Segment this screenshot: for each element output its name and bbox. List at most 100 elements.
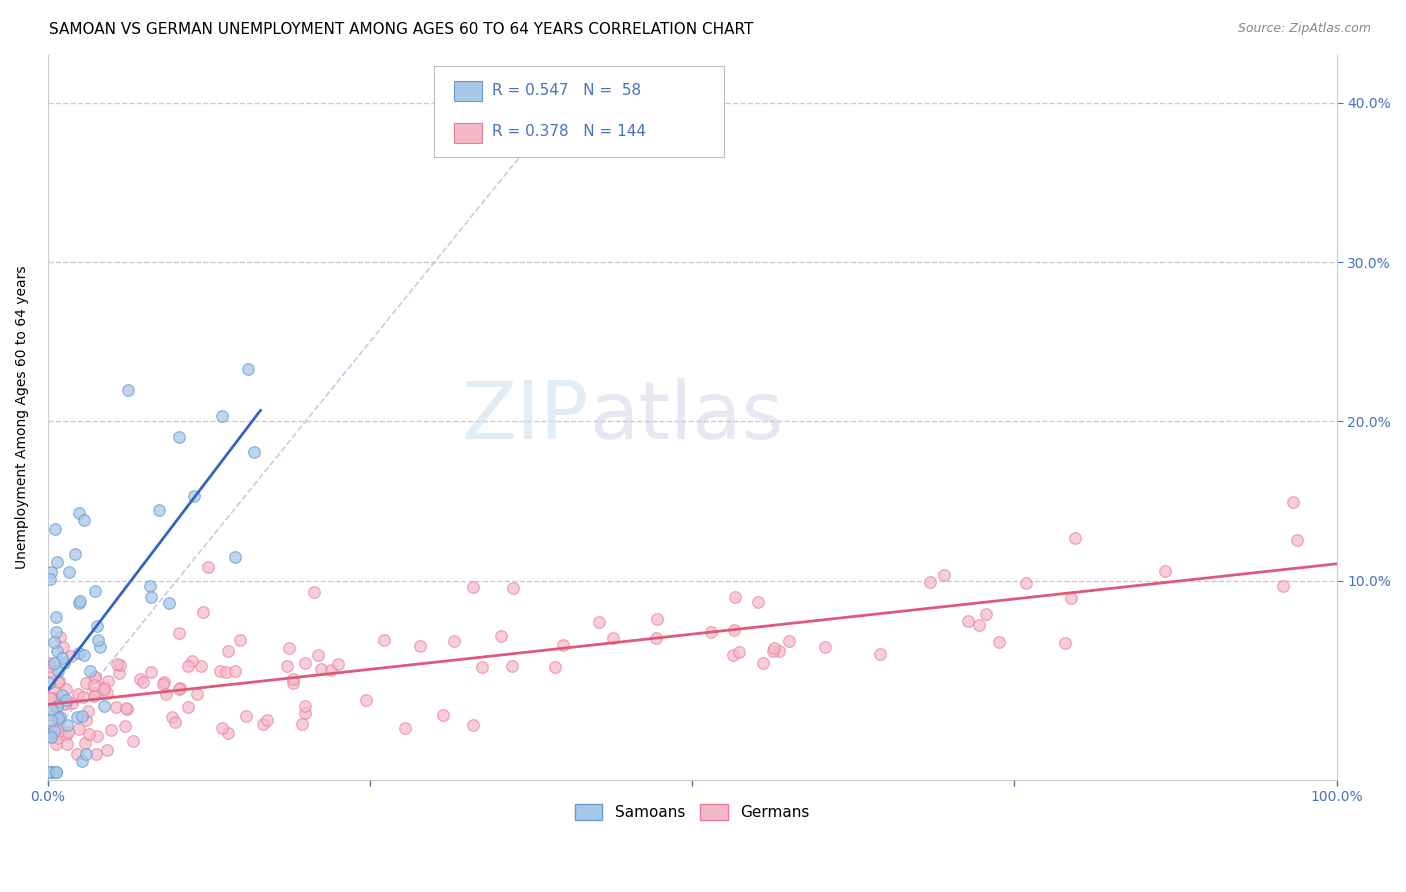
Point <box>49 630 72 644</box>
Point <box>167 681 190 696</box>
Point <box>44 685 66 699</box>
Point <box>326 657 349 672</box>
Point <box>41 764 63 779</box>
Point <box>46 731 69 746</box>
Point <box>471 660 494 674</box>
Point <box>159 596 181 610</box>
Point <box>45 699 67 714</box>
Point <box>1014 576 1036 591</box>
Point <box>122 733 145 747</box>
Point <box>373 633 395 648</box>
Point <box>38 764 60 779</box>
Point <box>752 656 775 670</box>
Point <box>155 687 177 701</box>
Point <box>44 722 66 736</box>
Point <box>46 664 69 678</box>
Point <box>183 489 205 503</box>
Point <box>46 555 69 569</box>
Point <box>56 718 79 732</box>
Point <box>217 644 239 658</box>
Point <box>588 615 610 630</box>
Point <box>77 727 100 741</box>
Point <box>39 714 62 728</box>
Text: ZIP: ZIP <box>461 378 589 457</box>
Point <box>243 445 266 459</box>
Point <box>153 674 176 689</box>
Point <box>93 698 115 713</box>
Point <box>976 607 998 622</box>
Point <box>69 594 91 608</box>
Point <box>83 583 105 598</box>
Point <box>768 644 790 658</box>
Point <box>281 676 304 690</box>
Text: SAMOAN VS GERMAN UNEMPLOYMENT AMONG AGES 60 TO 64 YEARS CORRELATION CHART: SAMOAN VS GERMAN UNEMPLOYMENT AMONG AGES… <box>49 22 754 37</box>
Point <box>394 721 416 735</box>
Point <box>224 550 246 565</box>
Point <box>46 694 69 708</box>
Point <box>461 718 484 732</box>
Point <box>723 623 745 637</box>
Point <box>55 696 77 710</box>
Point <box>97 674 120 689</box>
Point <box>197 560 219 574</box>
Point <box>45 644 67 658</box>
Point <box>252 716 274 731</box>
Point <box>45 624 67 639</box>
Point <box>38 676 60 690</box>
Point <box>177 699 200 714</box>
Point <box>63 547 86 561</box>
Point <box>83 678 105 692</box>
Point <box>53 656 76 670</box>
Point <box>38 656 60 670</box>
Point <box>75 747 97 761</box>
Point <box>45 610 67 624</box>
Point <box>108 665 131 680</box>
Point <box>48 723 70 738</box>
Point <box>211 409 233 423</box>
Point <box>181 654 204 668</box>
Point <box>408 640 430 654</box>
Point <box>45 701 67 715</box>
Point <box>42 724 65 739</box>
Point <box>45 737 67 751</box>
Point <box>96 686 118 700</box>
Point <box>42 634 65 648</box>
Point <box>73 648 96 662</box>
Point <box>48 673 70 688</box>
Point <box>132 675 155 690</box>
Point <box>83 686 105 700</box>
Point <box>104 699 127 714</box>
Point <box>72 690 94 704</box>
Point <box>502 581 524 595</box>
FancyBboxPatch shape <box>434 66 724 157</box>
Point <box>1271 579 1294 593</box>
Point <box>209 664 232 678</box>
Point <box>38 572 60 586</box>
Point <box>728 645 751 659</box>
Point <box>38 691 60 706</box>
Point <box>229 633 252 648</box>
Point <box>236 362 259 376</box>
Point <box>813 640 835 654</box>
Point <box>84 671 107 685</box>
Point <box>55 682 77 697</box>
Point <box>160 710 183 724</box>
Point <box>276 659 298 673</box>
Point <box>60 648 83 663</box>
Point <box>432 708 454 723</box>
Point <box>217 725 239 739</box>
Point <box>67 506 90 520</box>
Point <box>39 659 62 673</box>
Point <box>44 764 66 779</box>
Point <box>67 596 90 610</box>
Point <box>52 640 75 654</box>
Point <box>93 680 115 694</box>
Point <box>224 664 246 678</box>
Point <box>39 664 62 678</box>
Point <box>51 688 73 702</box>
Point <box>39 692 62 706</box>
Point <box>55 697 77 711</box>
Point <box>39 729 62 743</box>
Point <box>79 665 101 679</box>
Point <box>321 663 343 677</box>
